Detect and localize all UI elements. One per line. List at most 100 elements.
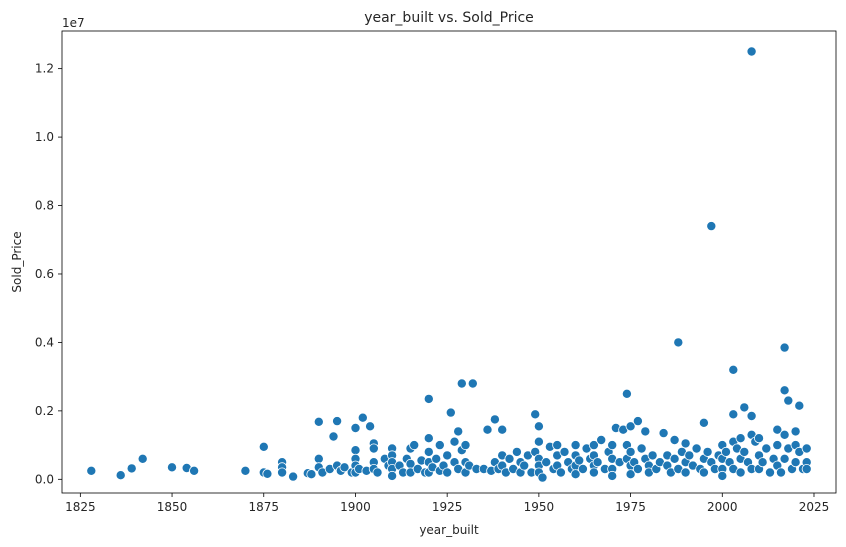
chart-title: year_built vs. Sold_Price — [364, 10, 534, 26]
data-point — [387, 470, 398, 481]
data-point — [636, 443, 647, 454]
y-axis-label: Sold_Price — [10, 231, 24, 292]
data-point — [625, 446, 636, 457]
data-point — [632, 463, 643, 474]
data-point — [640, 426, 651, 437]
data-point — [137, 453, 148, 464]
data-point — [794, 400, 805, 411]
data-point — [691, 443, 702, 454]
x-axis-ticks: 1825 1850 1875 1900 1925 1950 1975 2000 2025 — [65, 493, 829, 514]
x-axis-label: year_built — [419, 523, 479, 537]
x-tick-label: 2025 — [799, 500, 830, 514]
data-point — [570, 469, 581, 480]
data-point — [332, 416, 343, 427]
data-point — [460, 440, 471, 451]
data-point — [588, 467, 599, 478]
y-tick-label: 0.6 — [35, 267, 54, 281]
data-point — [497, 424, 508, 435]
y-tick-label: 0.8 — [35, 199, 54, 213]
y-tick-label: 0.0 — [35, 472, 54, 486]
data-point — [86, 465, 97, 476]
data-point — [431, 453, 442, 464]
data-point — [313, 453, 324, 464]
data-point — [372, 467, 383, 478]
y-axis-ticks: 0.0 0.2 0.4 0.6 0.8 1.0 1.2 — [35, 62, 62, 486]
data-point — [728, 364, 739, 375]
data-point — [739, 446, 750, 457]
data-point — [761, 443, 772, 454]
data-point — [746, 410, 757, 421]
data-point — [765, 467, 776, 478]
data-point — [783, 395, 794, 406]
data-point — [684, 450, 695, 461]
data-point — [596, 434, 607, 445]
data-point — [801, 463, 812, 474]
data-point — [489, 414, 500, 425]
data-point — [625, 469, 636, 480]
data-point — [772, 440, 783, 451]
x-tick-label: 1950 — [524, 500, 555, 514]
plot-area-frame — [61, 30, 837, 494]
data-point — [754, 433, 765, 444]
data-point — [647, 450, 658, 461]
data-point — [453, 426, 464, 437]
data-point — [409, 440, 420, 451]
data-point — [779, 385, 790, 396]
data-point — [706, 221, 717, 232]
data-point — [368, 443, 379, 454]
data-point — [698, 467, 709, 478]
data-point — [423, 446, 434, 457]
x-tick-label: 1875 — [248, 500, 279, 514]
x-tick-label: 1925 — [432, 500, 463, 514]
data-point — [680, 438, 691, 449]
data-point — [607, 440, 618, 451]
data-point — [357, 412, 368, 423]
data-point — [365, 421, 376, 432]
data-point — [621, 388, 632, 399]
data-point — [772, 424, 783, 435]
data-point — [739, 402, 750, 413]
data-point — [434, 440, 445, 451]
data-point — [277, 467, 288, 478]
data-point — [541, 457, 552, 468]
data-point — [442, 467, 453, 478]
data-point — [607, 470, 618, 481]
x-tick-label: 2000 — [707, 500, 738, 514]
data-point — [588, 440, 599, 451]
x-tick-label: 1900 — [340, 500, 371, 514]
data-point — [680, 467, 691, 478]
data-point — [790, 426, 801, 437]
data-point — [552, 440, 563, 451]
data-point — [166, 462, 177, 473]
data-point — [467, 378, 478, 389]
data-point — [519, 460, 530, 471]
data-point — [669, 453, 680, 464]
data-point — [530, 409, 541, 420]
data-point — [328, 431, 339, 442]
data-point — [673, 337, 684, 348]
data-point — [592, 457, 603, 468]
data-point — [339, 462, 350, 473]
data-point — [574, 455, 585, 466]
y-axis-scale-label: 1e7 — [62, 16, 85, 30]
data-point — [511, 446, 522, 457]
data-point — [735, 467, 746, 478]
data-point — [240, 465, 251, 476]
data-point — [482, 424, 493, 435]
data-point — [658, 428, 669, 439]
data-point — [126, 463, 137, 474]
x-tick-label: 1825 — [65, 500, 96, 514]
data-point — [456, 378, 467, 389]
data-point — [306, 469, 317, 480]
data-point — [790, 457, 801, 468]
data-point — [559, 446, 570, 457]
data-point — [577, 463, 588, 474]
data-point — [258, 441, 269, 452]
data-point — [350, 445, 361, 456]
y-tick-label: 1.2 — [35, 62, 54, 76]
data-point — [423, 433, 434, 444]
data-point — [746, 46, 757, 57]
data-point — [801, 443, 812, 454]
data-point — [350, 422, 361, 433]
